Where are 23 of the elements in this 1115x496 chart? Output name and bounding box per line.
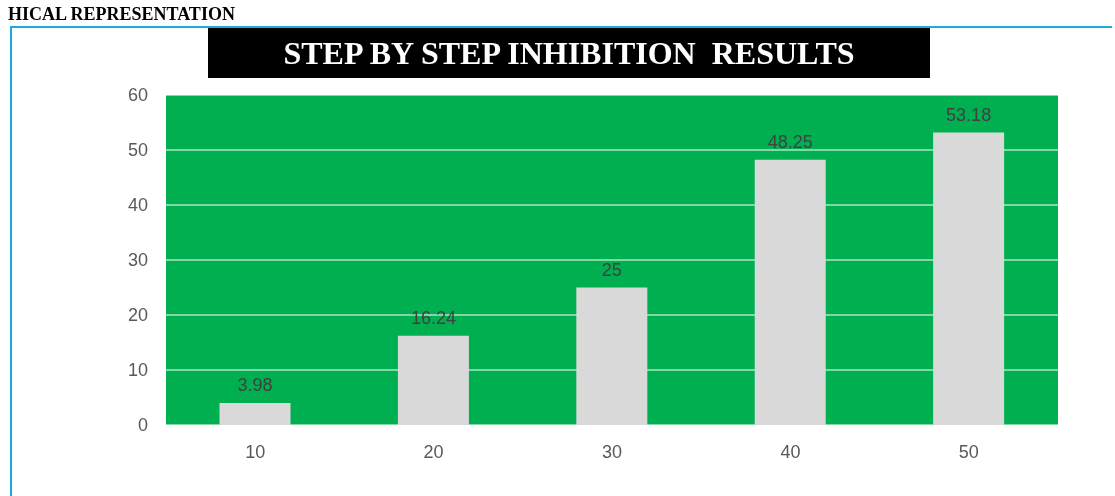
- bar: [397, 335, 469, 425]
- y-tick-label: 0: [137, 415, 148, 436]
- x-tick-label: 40: [780, 441, 801, 462]
- data-label: 48.25: [767, 131, 813, 152]
- bar: [754, 159, 826, 425]
- y-tick-label: 40: [127, 195, 148, 216]
- data-label: 25: [601, 259, 622, 280]
- y-tick-label: 50: [127, 140, 148, 161]
- x-tick-label: 10: [245, 441, 266, 462]
- y-tick-label: 30: [127, 250, 148, 271]
- y-tick-label: 10: [127, 360, 148, 381]
- text: HICAL REPRESENTATION: [8, 4, 235, 24]
- x-tick-label: 20: [423, 441, 444, 462]
- chart-title: STEP BY STEP INHIBITION RESULTS: [208, 28, 930, 78]
- data-label: 53.18: [946, 104, 992, 125]
- y-tick-label: 20: [127, 305, 148, 326]
- y-tick-label: 60: [127, 85, 148, 106]
- bar: [219, 403, 291, 425]
- bar: [933, 132, 1005, 425]
- x-tick-label: 30: [601, 441, 623, 462]
- data-label: 3.98: [237, 375, 273, 396]
- x-tick-label: 50: [958, 441, 979, 462]
- bar: [576, 287, 648, 425]
